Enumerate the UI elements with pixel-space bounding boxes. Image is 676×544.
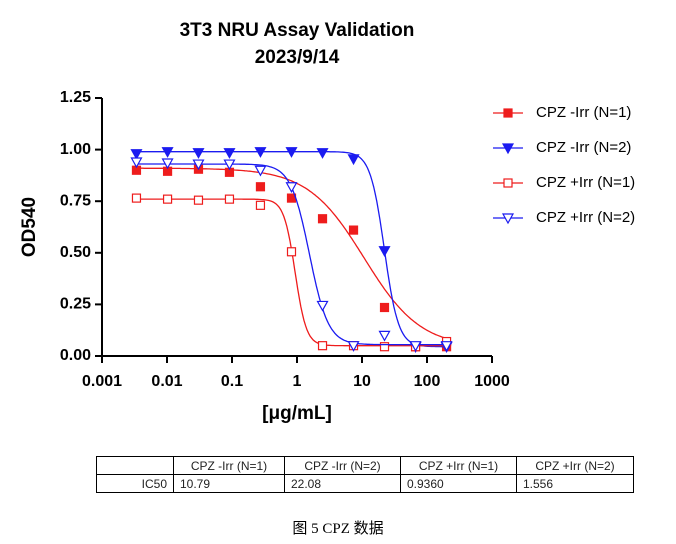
- marker: [254, 165, 267, 177]
- fit-curve: [136, 198, 447, 347]
- marker: [192, 148, 205, 159]
- marker: [317, 341, 328, 351]
- marker: [440, 341, 453, 352]
- y-axis-label: OD540: [19, 197, 40, 257]
- marker: [378, 330, 391, 342]
- x-tick-label: 10: [353, 373, 371, 390]
- marker: [130, 149, 143, 160]
- marker: [348, 225, 359, 235]
- marker: [379, 342, 390, 352]
- table-header-cell: CPZ -Irr (N=2): [284, 456, 401, 475]
- legend-label: CPZ -Irr (N=2): [536, 139, 631, 156]
- marker: [285, 182, 298, 193]
- marker: [316, 300, 329, 312]
- marker: [161, 158, 174, 170]
- table-cell: 10.79: [173, 474, 285, 493]
- y-tick-label: 1.25: [60, 89, 91, 106]
- marker: [347, 154, 360, 166]
- legend-label: CPZ -Irr (N=1): [536, 104, 631, 121]
- marker: [223, 148, 236, 159]
- marker: [409, 341, 422, 352]
- x-tick-label: 0.1: [221, 373, 243, 390]
- legend-marker: [501, 143, 515, 155]
- marker: [316, 148, 329, 159]
- y-tick-label: 0.00: [60, 347, 91, 364]
- table-header: CPZ -Irr (N=1) CPZ -Irr (N=2) CPZ +Irr (…: [96, 456, 634, 475]
- marker: [161, 147, 174, 158]
- y-tick-label: 1.00: [60, 141, 91, 158]
- marker: [130, 157, 143, 169]
- marker: [224, 194, 235, 204]
- table-header-cell: CPZ +Irr (N=1): [400, 456, 517, 475]
- marker: [378, 246, 391, 257]
- table-cell: 22.08: [284, 474, 401, 493]
- legend-label: CPZ +Irr (N=1): [536, 174, 635, 191]
- legend-label: CPZ +Irr (N=2): [536, 209, 635, 226]
- marker: [254, 147, 267, 158]
- marker: [162, 194, 173, 204]
- y-tick-label: 0.75: [60, 192, 91, 209]
- marker: [347, 341, 360, 352]
- x-tick-label: 100: [414, 373, 441, 390]
- legend-marker: [501, 213, 515, 225]
- table-cell: 1.556: [516, 474, 634, 493]
- marker: [285, 147, 298, 158]
- table-cell: IC50: [96, 474, 174, 493]
- table-header-cell: CPZ +Irr (N=2): [516, 456, 634, 475]
- marker: [255, 200, 266, 210]
- marker: [286, 247, 297, 257]
- table-header-cell: CPZ -Irr (N=1): [173, 456, 285, 475]
- ic50-table: CPZ -Irr (N=1) CPZ -Irr (N=2) CPZ +Irr (…: [96, 456, 634, 493]
- x-tick-label: 1000: [474, 373, 510, 390]
- fit-curve: [136, 167, 447, 340]
- legend-marker: [503, 178, 513, 188]
- chart-subtitle: 2023/9/14: [255, 47, 340, 68]
- chart-title: 3T3 NRU Assay Validation: [180, 20, 415, 41]
- marker: [255, 182, 266, 192]
- x-axis-label: [μg/mL]: [262, 403, 332, 424]
- marker: [379, 302, 390, 313]
- marker: [193, 195, 204, 205]
- marker: [192, 159, 205, 171]
- x-tick-label: 1: [293, 373, 302, 390]
- marker: [317, 214, 328, 224]
- legend-marker: [503, 108, 513, 118]
- marker: [131, 193, 142, 203]
- y-tick-label: 0.50: [60, 244, 91, 261]
- chart: 3T3 NRU Assay Validation 2023/9/14 OD540…: [19, 20, 635, 424]
- x-tick-label: 0.01: [151, 373, 182, 390]
- y-tick-label: 0.25: [60, 296, 91, 313]
- table-row: IC50 10.79 22.08 0.9360 1.556: [96, 474, 634, 493]
- marker: [223, 159, 236, 171]
- table-corner: [96, 456, 174, 475]
- caption: 图 5 CPZ 数据: [292, 521, 384, 537]
- x-tick-label: 0.001: [82, 373, 122, 390]
- table-cell: 0.9360: [400, 474, 517, 493]
